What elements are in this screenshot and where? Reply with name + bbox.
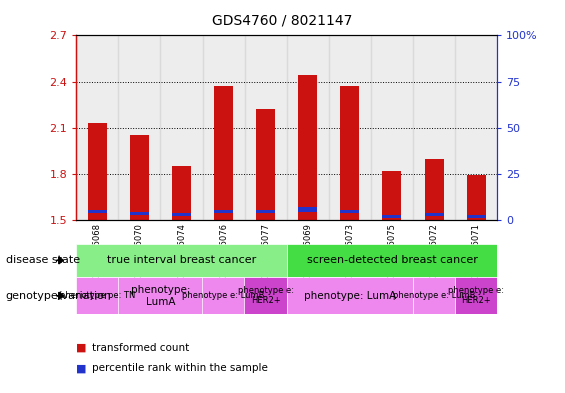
Text: screen-detected breast cancer: screen-detected breast cancer xyxy=(307,255,477,265)
Bar xyxy=(298,207,318,211)
Bar xyxy=(467,175,486,220)
Bar xyxy=(202,277,245,314)
Bar xyxy=(286,277,413,314)
Bar xyxy=(329,35,371,220)
Bar xyxy=(130,212,149,215)
Text: GDS4760 / 8021147: GDS4760 / 8021147 xyxy=(212,14,353,28)
Bar xyxy=(214,86,233,220)
Text: phenotype:
LumA: phenotype: LumA xyxy=(131,285,190,307)
Bar xyxy=(202,35,245,220)
Text: phenotype e:
HER2+: phenotype e: HER2+ xyxy=(448,286,504,305)
Bar xyxy=(413,277,455,314)
Bar xyxy=(340,86,359,220)
Text: true interval breast cancer: true interval breast cancer xyxy=(107,255,256,265)
Bar xyxy=(424,158,444,220)
Bar xyxy=(88,123,107,220)
Bar xyxy=(214,210,233,213)
Bar xyxy=(245,35,287,220)
Text: transformed count: transformed count xyxy=(92,343,189,353)
Bar xyxy=(467,215,486,218)
Text: phenotype e:
HER2+: phenotype e: HER2+ xyxy=(238,286,294,305)
Bar xyxy=(371,35,413,220)
Text: disease state: disease state xyxy=(6,255,80,265)
Text: genotype/variation: genotype/variation xyxy=(6,291,112,301)
Bar xyxy=(455,35,497,220)
Text: ■: ■ xyxy=(76,363,87,373)
Text: phenotype pe: TN: phenotype pe: TN xyxy=(60,291,135,300)
Bar xyxy=(172,213,191,216)
Bar xyxy=(172,166,191,220)
Text: ■: ■ xyxy=(76,343,87,353)
Bar xyxy=(340,210,359,213)
Bar xyxy=(245,277,287,314)
Bar xyxy=(455,277,497,314)
Bar xyxy=(286,244,497,277)
Bar xyxy=(256,210,275,213)
Bar xyxy=(88,210,107,213)
Text: percentile rank within the sample: percentile rank within the sample xyxy=(92,363,268,373)
Bar xyxy=(424,213,444,216)
Bar xyxy=(298,75,318,220)
Bar xyxy=(160,35,202,220)
Bar xyxy=(287,35,329,220)
Text: phenotype e: LumB: phenotype e: LumB xyxy=(182,291,265,300)
Bar xyxy=(76,277,119,314)
Bar xyxy=(256,109,275,220)
Bar xyxy=(118,277,203,314)
Bar xyxy=(413,35,455,220)
Bar xyxy=(76,244,287,277)
Bar xyxy=(119,35,160,220)
Bar xyxy=(383,215,402,218)
Bar xyxy=(130,136,149,220)
Text: phenotype e: LumB: phenotype e: LumB xyxy=(393,291,475,300)
Bar xyxy=(76,35,119,220)
Text: phenotype: LumA: phenotype: LumA xyxy=(304,291,396,301)
Bar xyxy=(383,171,402,220)
